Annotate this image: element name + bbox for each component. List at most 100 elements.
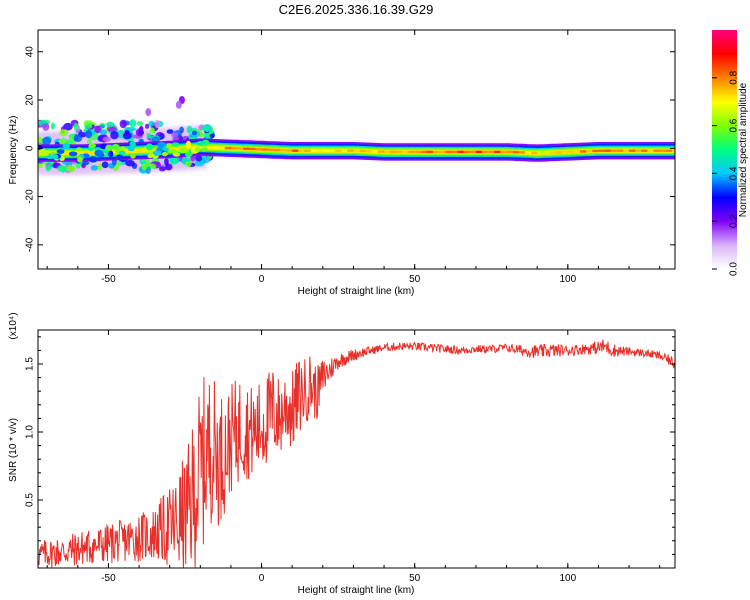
heatmap-blob — [145, 123, 150, 129]
ridge-peak — [353, 149, 360, 152]
ridge-peak — [641, 149, 648, 152]
ridge-peak — [573, 150, 581, 153]
ridge-peak — [653, 149, 660, 152]
heatmap-blob — [77, 156, 83, 163]
heatmap-blob — [57, 165, 67, 172]
ridge-peak — [512, 150, 519, 154]
heatmap-blob — [94, 149, 104, 157]
heatmap-blob — [136, 120, 144, 126]
heatmap-blob — [40, 151, 50, 157]
ridge-peak — [469, 150, 477, 154]
heatmap-blob — [73, 122, 78, 131]
ridge-peak — [206, 146, 213, 149]
spectrogram-heatmap — [38, 96, 675, 175]
heatmap-blob — [179, 126, 184, 134]
heatmap-blob — [116, 161, 123, 166]
ridge-peak — [665, 149, 673, 152]
y-tick-label: 1.5 — [25, 357, 36, 371]
heatmap-blob — [107, 126, 117, 133]
ridge-peak — [377, 150, 385, 153]
heatmap-blob — [171, 142, 180, 147]
colorbar-tick-label: 0.0 — [729, 262, 740, 276]
heatmap-blob — [164, 157, 169, 166]
ridge-peak — [402, 150, 409, 154]
ridge-peak — [580, 150, 587, 153]
heatmap-blob — [129, 119, 137, 128]
heatmap-blob — [42, 136, 52, 146]
y-tick-label: 0 — [25, 145, 36, 151]
y-tick-label: 40 — [25, 46, 36, 58]
ridge-peak — [359, 149, 366, 153]
ridge-peak — [506, 150, 513, 154]
ridge-peak — [598, 149, 605, 152]
snr-frame — [37, 329, 676, 569]
ridge-peak — [537, 151, 544, 155]
ridge-peak — [543, 151, 550, 155]
ridge-peak — [531, 151, 538, 155]
ridge-peak — [310, 149, 317, 152]
ridge-peak — [586, 149, 593, 153]
heatmap-blob — [68, 151, 78, 157]
spectrogram-x-ticks: -50 0 50 100 — [46, 30, 661, 285]
ridge-peak — [261, 148, 268, 151]
ridge-peak — [622, 149, 630, 152]
heatmap-blob — [88, 143, 96, 148]
heatmap-blob — [73, 134, 83, 142]
heatmap-blob — [130, 153, 136, 159]
ridge-peak — [524, 151, 532, 154]
heatmap-blob — [65, 164, 76, 173]
heatmap-blob — [99, 129, 108, 135]
ridge-peak — [218, 146, 225, 150]
heatmap-blob — [125, 159, 135, 167]
ridge-peak — [433, 150, 440, 154]
x-tick-label: 100 — [559, 274, 576, 285]
snr-x-ticks: -50 0 50 100 — [46, 330, 661, 584]
colorbar-tick-label: 0.6 — [729, 118, 740, 132]
heatmap-blob — [90, 165, 99, 171]
snr-series — [38, 339, 675, 568]
ridge-peak — [322, 149, 330, 152]
ridge-peak — [371, 150, 379, 153]
figure-title: C2E6.2025.336.16.39.G29 — [279, 2, 434, 17]
colorbar-tick-label: 0.4 — [729, 166, 740, 180]
heatmap-blob — [168, 148, 178, 153]
heatmap-blob — [194, 146, 201, 153]
ridge-peak — [230, 147, 238, 150]
heatmap-blob — [191, 130, 198, 136]
heatmap-blob — [97, 164, 102, 171]
heatmap-blob — [112, 143, 120, 150]
ridge-peak — [439, 150, 446, 154]
heatmap-blob — [146, 159, 151, 168]
heatmap-blob — [105, 121, 115, 128]
colorbar-label: Normalized spectral amplitude — [738, 82, 749, 217]
y-tick-label: 0.5 — [25, 493, 36, 507]
heatmap-blob — [164, 143, 174, 149]
heatmap-blob — [62, 143, 70, 149]
ridge-peak — [500, 150, 507, 154]
heatmap-blob — [138, 130, 144, 135]
ridge-peak — [200, 145, 207, 149]
y-tick-label: 1.0 — [25, 425, 36, 439]
snr-y-multiplier: (x10⁴) — [8, 312, 19, 339]
ridge-peak — [647, 149, 654, 152]
heatmap-blob — [82, 160, 90, 166]
heatmap-blob — [38, 136, 43, 143]
ridge-peak — [365, 149, 372, 153]
heatmap-blob — [158, 134, 164, 140]
colorbar-scale — [712, 30, 737, 269]
colorbar: 0.0 0.2 0.4 0.6 0.8 Normalized spectral ampl… — [712, 30, 749, 276]
heatmap-blob — [58, 138, 67, 145]
heatmap-blob — [166, 129, 174, 134]
snr-panel: -50 0 50 100 0.5 1.0 1.5 Height of straight l… — [8, 312, 676, 596]
heatmap-blob — [196, 131, 201, 137]
ridge-peak — [286, 149, 293, 152]
heatmap-blob — [149, 127, 155, 134]
x-tick-label: -50 — [101, 573, 116, 584]
heatmap-blob — [148, 120, 155, 127]
spectrogram-frame — [37, 29, 676, 270]
snr-line — [38, 339, 675, 568]
ridge-peak — [224, 146, 232, 150]
ridge-peak — [494, 150, 501, 154]
snr-y-ticks: 0.5 1.0 1.5 — [25, 336, 675, 555]
ridge-peak — [243, 147, 250, 150]
